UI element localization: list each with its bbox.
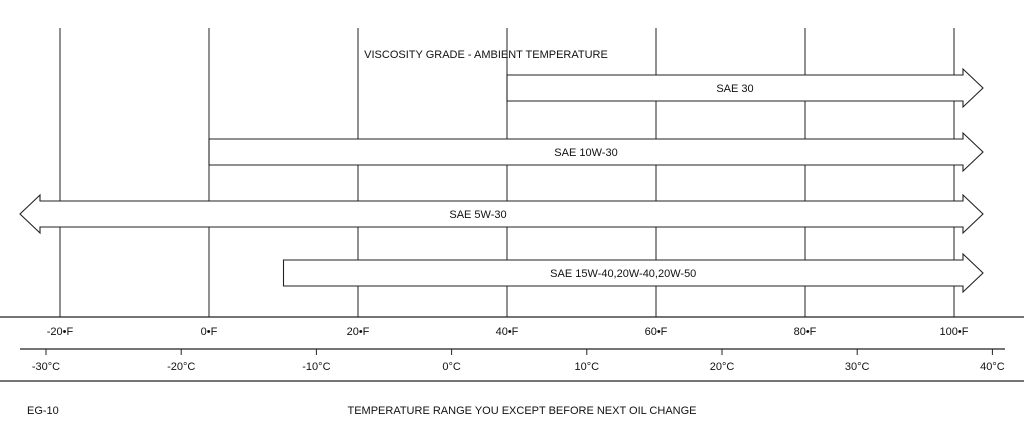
chart-title: VISCOSITY GRADE - AMBIENT TEMPERATURE (364, 49, 608, 61)
celsius-tick-label: -30°C (32, 361, 60, 373)
fahrenheit-tick-label: 80•F (794, 326, 817, 338)
fahrenheit-tick-label: 60•F (645, 326, 668, 338)
grade-arrow-2 (19, 193, 984, 235)
celsius-tick-label: 30°C (845, 361, 870, 373)
footer-caption: TEMPERATURE RANGE YOU EXCEPT BEFORE NEXT… (347, 405, 696, 417)
fahrenheit-tick-label: 0•F (201, 326, 218, 338)
celsius-tick-label: 10°C (575, 361, 600, 373)
grade-label: SAE 5W-30 (449, 209, 506, 221)
fahrenheit-tick-label: 40•F (496, 326, 519, 338)
fahrenheit-tick-labels: -20•F 0•F 20•F 40•F 60•F 80•F 100•F (47, 326, 969, 338)
celsius-tick-label: -20°C (167, 361, 195, 373)
celsius-tick-label: 20°C (710, 361, 735, 373)
grade-arrows: SAE 30 SAE 10W-30 SAE 5W-30 SAE 15W-40,20W-… (19, 67, 984, 294)
fahrenheit-tick-label: -20•F (47, 326, 74, 338)
celsius-tick-labels: -30°C -20°C -10°C 0°C 10°C 20°C 30°C 40°C (32, 349, 1005, 373)
grade-label: SAE 15W-40,20W-40,20W-50 (550, 268, 696, 280)
fahrenheit-tick-label: 20•F (347, 326, 370, 338)
grade-arrow-1 (208, 131, 984, 173)
fahrenheit-tick-label: 100•F (940, 326, 969, 338)
grade-arrow-0 (506, 67, 984, 109)
grade-label: SAE 30 (716, 83, 753, 95)
celsius-tick-label: -10°C (302, 361, 330, 373)
celsius-tick-label: 0°C (442, 361, 461, 373)
grade-arrow-3 (282, 252, 984, 294)
figure-code: EG-10 (27, 405, 59, 417)
grade-label: SAE 10W-30 (554, 147, 617, 159)
celsius-tick-label: 40°C (980, 361, 1005, 373)
